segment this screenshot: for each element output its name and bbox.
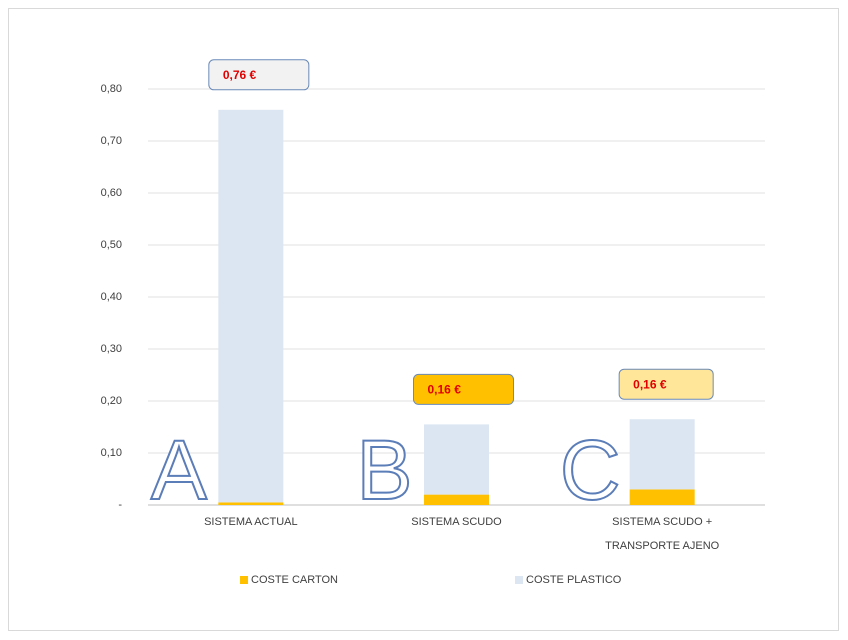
- legend-label: COSTE PLASTICO: [526, 574, 622, 586]
- bar-segment: [218, 502, 284, 505]
- y-tick-label: 0,30: [101, 343, 122, 355]
- y-tick-label: 0,50: [101, 239, 122, 251]
- y-tick-label: 0,70: [101, 135, 122, 147]
- legend-label: COSTE CARTON: [251, 574, 338, 586]
- x-tick-label: SISTEMA SCUDO: [411, 516, 502, 528]
- annotation: 0,16 €: [633, 377, 667, 391]
- legend-swatch: [515, 576, 523, 584]
- legend-swatch: [240, 576, 248, 584]
- y-tick-label: 0,60: [101, 187, 122, 199]
- annotation: 0,16 €: [428, 383, 462, 397]
- y-tick-label: 0,20: [101, 395, 122, 407]
- bar-segment: [424, 424, 489, 495]
- y-tick-label: 0,40: [101, 291, 122, 303]
- bar-segment: [629, 489, 695, 505]
- bar-segment: [218, 109, 284, 503]
- bar-letter: A: [151, 423, 207, 517]
- chart-border: [8, 8, 839, 631]
- bar-segment: [629, 419, 695, 490]
- y-tick-label: 0,80: [101, 83, 122, 95]
- bar-letter: B: [356, 423, 412, 517]
- bar-letter: C: [560, 423, 621, 517]
- y-tick-label: -: [118, 499, 122, 511]
- y-tick-label: 0,10: [101, 447, 122, 459]
- annotation: 0,76 €: [223, 68, 257, 82]
- annotation-box: [208, 59, 310, 91]
- annotation-box: [413, 373, 514, 405]
- x-tick-label: SISTEMA SCUDO + TRANSPORTE AJENO: [605, 516, 720, 552]
- bar-segment: [424, 494, 489, 505]
- x-tick-label: SISTEMA ACTUAL: [204, 516, 298, 528]
- annotation-box: [618, 368, 714, 400]
